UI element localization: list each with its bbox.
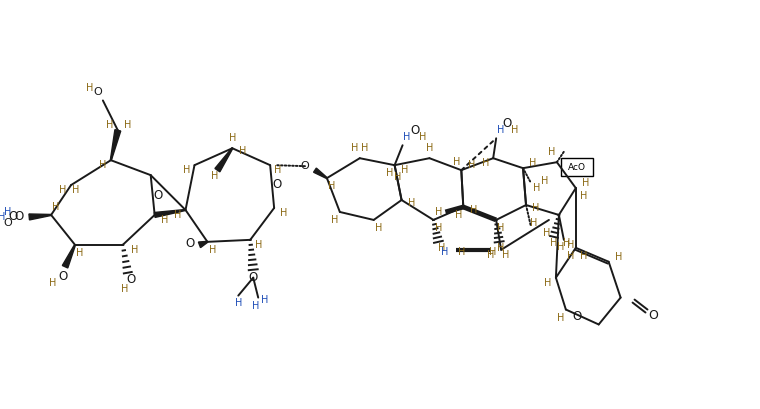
Text: H: H	[235, 298, 242, 308]
Text: H: H	[394, 172, 401, 182]
Text: H: H	[541, 176, 549, 186]
Text: H: H	[52, 202, 60, 212]
Text: H: H	[498, 125, 505, 135]
Text: H: H	[0, 212, 5, 222]
Text: H: H	[532, 203, 540, 213]
Text: H: H	[274, 165, 282, 175]
Polygon shape	[62, 245, 75, 268]
Text: H: H	[401, 165, 408, 175]
Text: H: H	[489, 247, 497, 257]
Text: H: H	[328, 181, 336, 191]
Text: H: H	[386, 168, 394, 178]
Text: H: H	[49, 278, 57, 288]
Text: O: O	[572, 310, 581, 323]
Text: H: H	[511, 125, 519, 135]
Text: O: O	[502, 117, 511, 130]
Text: H: H	[557, 312, 565, 323]
Text: H: H	[100, 160, 106, 170]
Text: H: H	[72, 185, 80, 195]
Text: H: H	[124, 120, 131, 130]
Text: H: H	[76, 248, 84, 258]
Polygon shape	[314, 168, 328, 179]
Text: O: O	[249, 271, 258, 284]
Text: H: H	[435, 207, 442, 217]
Text: H: H	[131, 245, 138, 255]
Text: H: H	[239, 146, 246, 156]
Text: O: O	[185, 237, 194, 250]
Text: H: H	[548, 147, 556, 157]
Text: H: H	[550, 238, 558, 248]
Text: O: O	[410, 124, 420, 137]
Text: H: H	[161, 215, 168, 225]
Text: H: H	[580, 251, 587, 261]
Text: H: H	[280, 208, 288, 218]
Text: H: H	[530, 218, 537, 228]
Text: H: H	[261, 294, 269, 305]
Text: O: O	[8, 211, 18, 223]
Polygon shape	[215, 148, 233, 172]
Text: H: H	[403, 132, 410, 142]
Text: H: H	[419, 132, 426, 142]
Text: H: H	[183, 165, 190, 175]
Text: O: O	[59, 270, 68, 283]
Text: H: H	[544, 278, 552, 288]
Text: H: H	[563, 238, 571, 248]
Text: O: O	[273, 178, 282, 191]
Text: H: H	[438, 243, 445, 253]
Text: H: H	[582, 178, 590, 188]
Text: H: H	[567, 251, 575, 261]
Text: H: H	[458, 247, 465, 257]
Polygon shape	[29, 214, 51, 220]
Text: O: O	[93, 88, 103, 97]
Text: H: H	[209, 245, 216, 255]
Text: H: H	[470, 205, 477, 215]
Text: H: H	[543, 228, 551, 238]
Text: H: H	[557, 242, 565, 252]
Text: H: H	[86, 83, 93, 92]
Text: H: H	[482, 158, 489, 168]
Text: H: H	[615, 252, 622, 262]
Text: H: H	[59, 185, 67, 195]
Text: H: H	[498, 243, 505, 253]
Text: AcO: AcO	[568, 163, 586, 172]
Text: H: H	[4, 207, 11, 217]
Polygon shape	[154, 209, 185, 218]
Text: O: O	[301, 161, 309, 171]
Text: H: H	[453, 157, 460, 167]
Text: H: H	[502, 250, 510, 260]
Text: H: H	[252, 301, 259, 310]
Text: H: H	[441, 247, 448, 257]
Text: O: O	[3, 218, 11, 228]
Text: H: H	[229, 133, 236, 143]
Text: H: H	[454, 210, 462, 220]
Text: H: H	[529, 158, 537, 168]
Text: O: O	[126, 273, 135, 286]
Text: H: H	[351, 143, 359, 153]
Text: H: H	[580, 191, 587, 201]
Text: H: H	[106, 120, 113, 130]
Polygon shape	[198, 241, 207, 247]
Text: H: H	[255, 240, 262, 250]
Text: H: H	[361, 143, 369, 153]
Text: H: H	[408, 198, 415, 208]
FancyBboxPatch shape	[561, 158, 593, 176]
Text: O: O	[153, 189, 163, 202]
Text: H: H	[121, 283, 128, 294]
Text: H: H	[498, 223, 505, 233]
Text: H: H	[534, 183, 540, 193]
Text: H: H	[331, 215, 338, 225]
Text: H: H	[435, 223, 442, 233]
Text: O: O	[648, 309, 658, 322]
Text: H: H	[487, 250, 495, 260]
Text: H: H	[174, 210, 181, 220]
Text: H: H	[426, 143, 433, 153]
Text: H: H	[211, 171, 218, 181]
Text: H: H	[375, 223, 382, 233]
Text: H: H	[467, 160, 475, 170]
Text: O: O	[14, 211, 24, 223]
Polygon shape	[110, 130, 121, 160]
Text: H: H	[567, 240, 575, 250]
